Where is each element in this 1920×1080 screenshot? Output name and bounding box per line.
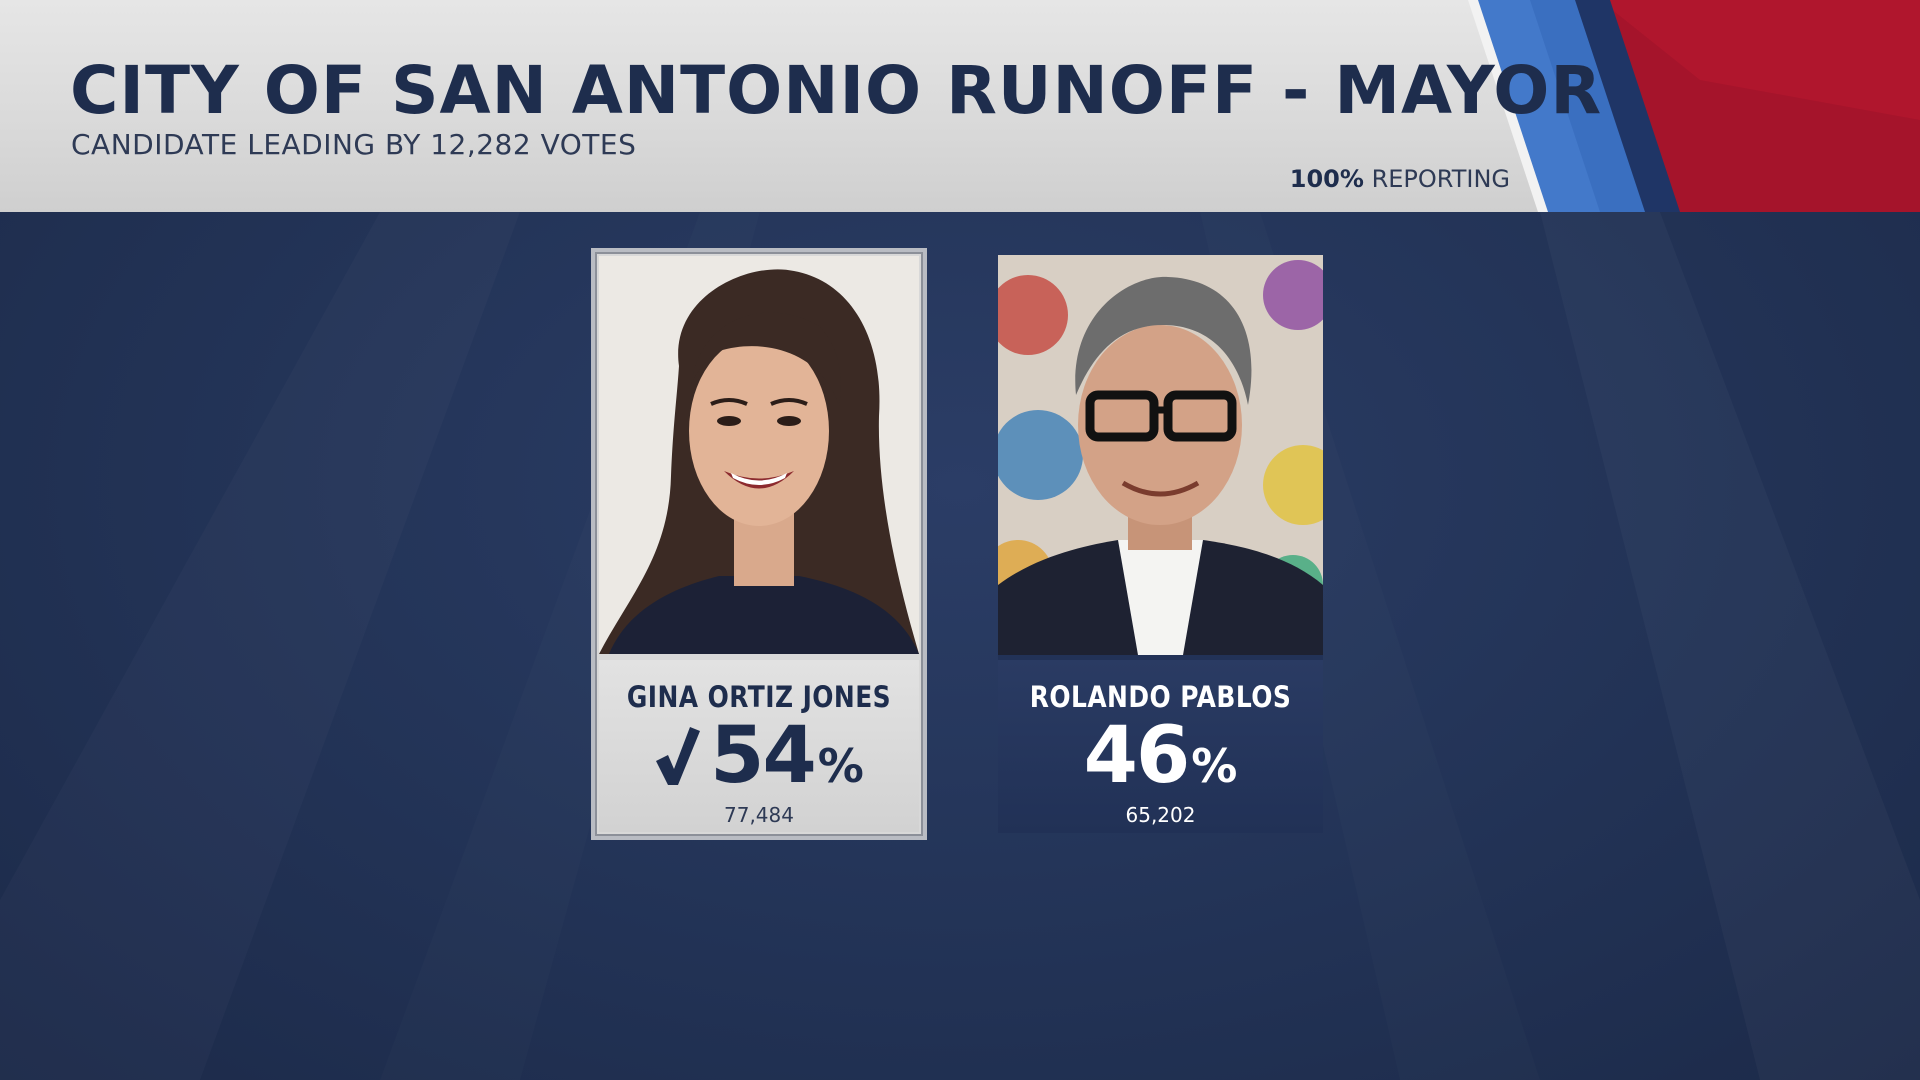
page-title: CITY OF SAN ANTONIO RUNOFF - MAYOR — [70, 52, 1603, 129]
vote-percent: 46 — [1083, 711, 1191, 801]
candidate-card-rolando-pablos: ROLANDO PABLOS 46 % 65,202 — [998, 255, 1323, 833]
percent-sign: % — [817, 739, 864, 793]
vote-count: 65,202 — [1125, 803, 1196, 827]
candidate-result-rolando-pablos: ROLANDO PABLOS 46 % 65,202 — [998, 660, 1323, 833]
candidate-photo-rolando-pablos — [998, 255, 1323, 655]
vote-count: 77,484 — [724, 803, 794, 827]
candidate-photo-gina-ortiz-jones — [599, 256, 919, 654]
vote-percent: 54 — [710, 711, 817, 801]
candidate-name: ROLANDO PABLOS — [1029, 680, 1292, 714]
candidate-card-gina-ortiz-jones: GINA ORTIZ JONES 54 % 77,484 — [591, 248, 927, 840]
percent-sign: % — [1191, 739, 1238, 793]
leading-margin-subtitle: CANDIDATE LEADING BY 12,282 VOTES — [71, 128, 637, 161]
reporting-status: 100% REPORTING — [1290, 165, 1510, 193]
vote-percent-row: 46 % — [998, 714, 1323, 798]
checkmark-icon — [654, 725, 702, 787]
reporting-label: REPORTING — [1371, 165, 1510, 193]
header-banner: CITY OF SAN ANTONIO RUNOFF - MAYOR CANDI… — [0, 0, 1920, 212]
candidate-name: GINA ORTIZ JONES — [626, 680, 892, 714]
reporting-percent: 100% — [1289, 165, 1364, 193]
vote-percent-row: 54 % — [599, 714, 919, 798]
flag-stripes-decoration — [1468, 0, 1920, 212]
candidate-result-gina-ortiz-jones: GINA ORTIZ JONES 54 % 77,484 — [599, 660, 919, 832]
